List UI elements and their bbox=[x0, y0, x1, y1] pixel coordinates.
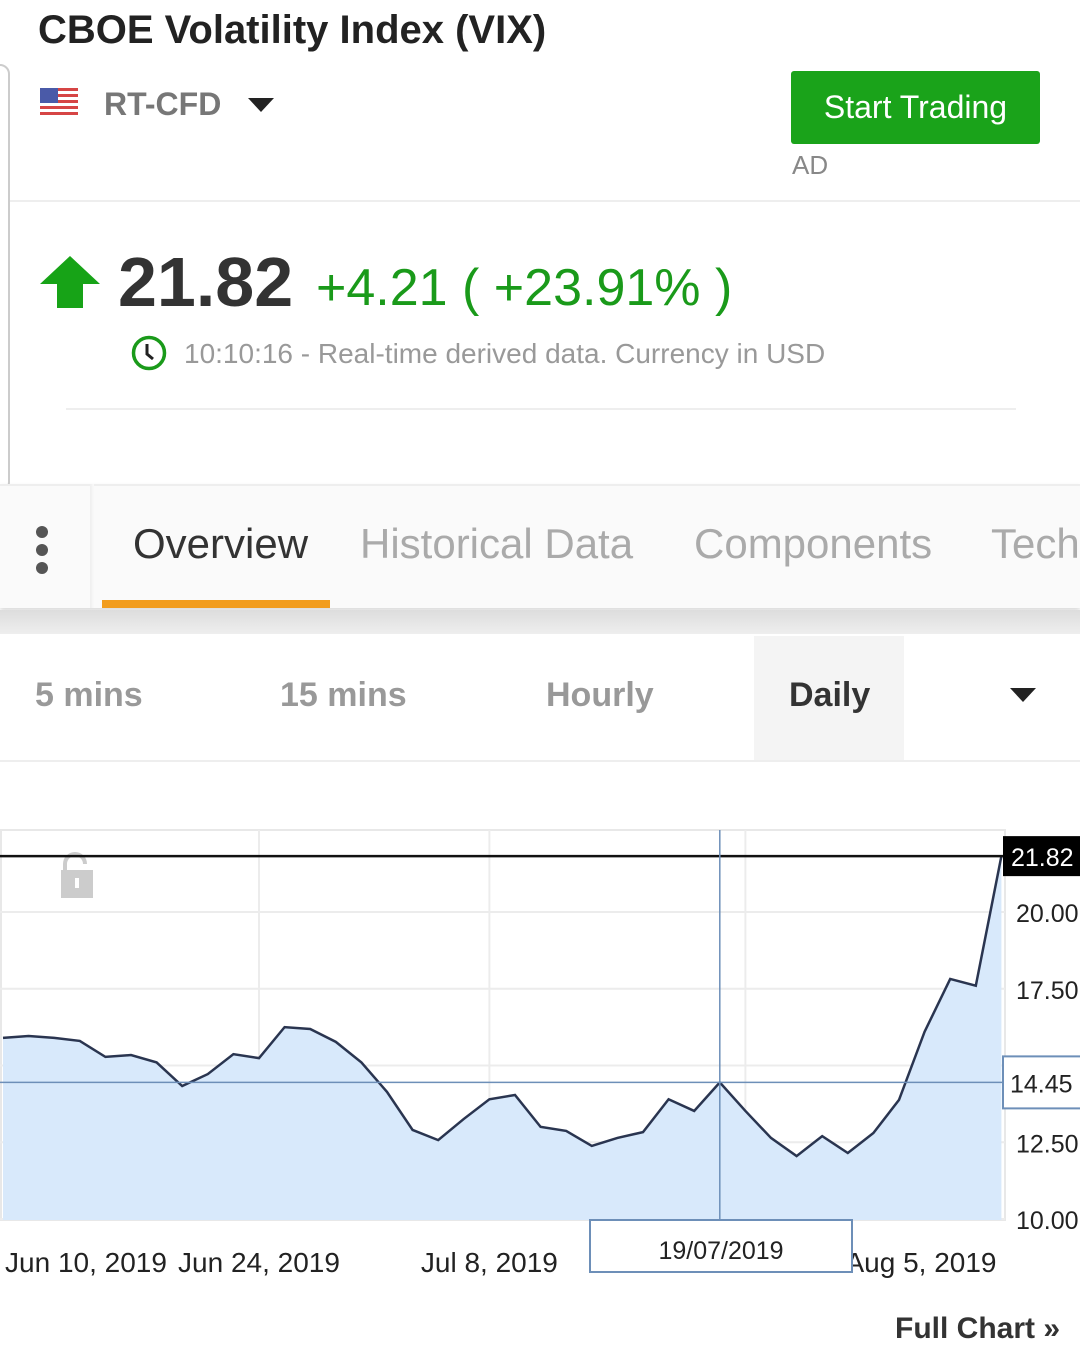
ad-label: AD bbox=[792, 150, 829, 180]
caret-down-icon[interactable] bbox=[248, 98, 274, 112]
last-price-box bbox=[1003, 836, 1080, 877]
price-chart[interactable]: 10.00 12.50 17.50 20.00 Jun 10, 2019 Jun 24, … bbox=[0, 820, 1080, 1290]
y-tick-label: 10.00 bbox=[1016, 1207, 1079, 1235]
us-flag-icon bbox=[40, 88, 78, 118]
tab-technical[interactable]: Tech bbox=[991, 520, 1080, 567]
more-menu-icon[interactable] bbox=[36, 526, 52, 580]
lock-icon[interactable] bbox=[61, 852, 93, 898]
side-panel-edge bbox=[0, 64, 10, 492]
divider bbox=[10, 200, 1080, 202]
page-title: CBOE Volatility Index (VIX) bbox=[38, 8, 547, 52]
x-tick-label: Jun 24, 2019 bbox=[178, 1247, 340, 1278]
y-tick-label: 12.50 bbox=[1016, 1130, 1079, 1158]
area-fill bbox=[3, 856, 1002, 1220]
crosshair-value-box bbox=[1002, 1055, 1080, 1110]
x-tick-label: Jun 10, 2019 bbox=[5, 1247, 167, 1278]
x-tick-label: Jul 8, 2019 bbox=[421, 1247, 558, 1278]
realtime-note: 10:10:16 - Real-time derived data. Curre… bbox=[184, 338, 826, 369]
divider bbox=[66, 408, 1016, 410]
clock-icon bbox=[131, 335, 167, 371]
last-price-label: 21.82 bbox=[1011, 844, 1074, 872]
tab-overview[interactable]: Overview bbox=[133, 520, 309, 567]
price-change: +4.21 ( +23.91% ) bbox=[316, 259, 733, 317]
period-daily[interactable]: Daily bbox=[789, 676, 871, 714]
y-tick-label: 17.50 bbox=[1016, 977, 1079, 1005]
divider bbox=[90, 484, 94, 608]
period-5-mins[interactable]: 5 mins bbox=[35, 676, 143, 714]
price-line bbox=[2, 855, 1003, 1158]
tab-components[interactable]: Components bbox=[694, 520, 933, 567]
caret-down-icon[interactable] bbox=[1010, 688, 1036, 702]
tab-historical-data[interactable]: Historical Data bbox=[360, 520, 634, 567]
tab-bar bbox=[0, 484, 1080, 608]
crosshair-date-label: 19/07/2019 bbox=[658, 1237, 783, 1265]
x-tick-label: Aug 5, 2019 bbox=[845, 1247, 996, 1278]
crosshair-value-label: 14.45 bbox=[1010, 1070, 1073, 1098]
divider bbox=[0, 610, 1080, 634]
y-tick-label: 20.00 bbox=[1016, 900, 1079, 928]
full-chart-link[interactable]: Full Chart » bbox=[895, 1312, 1061, 1345]
start-trading-button[interactable]: Start Trading bbox=[791, 71, 1040, 144]
arrow-up-icon bbox=[40, 256, 100, 308]
exchange-selector[interactable]: RT-CFD bbox=[104, 86, 222, 122]
last-price: 21.82 bbox=[118, 243, 294, 321]
period-15-mins[interactable]: 15 mins bbox=[280, 676, 407, 714]
crosshair-date-box bbox=[589, 1219, 853, 1273]
period-hourly[interactable]: Hourly bbox=[546, 676, 654, 714]
active-tab-indicator bbox=[102, 600, 330, 608]
divider bbox=[0, 760, 1080, 762]
active-period-bg bbox=[754, 636, 904, 760]
